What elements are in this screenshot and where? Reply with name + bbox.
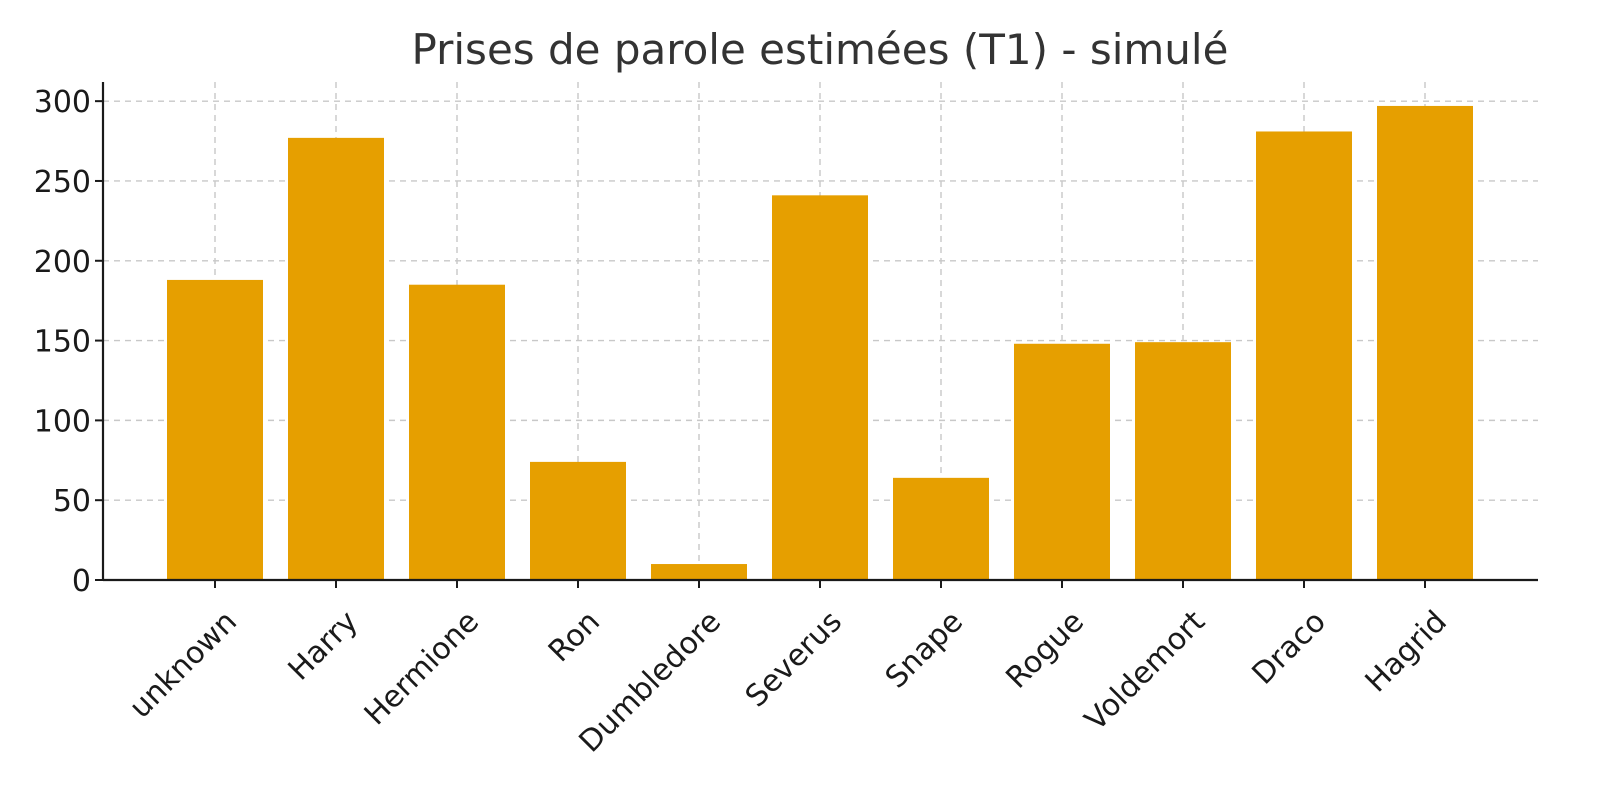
bar-draco: [1256, 131, 1352, 580]
y-tick-label: 250: [34, 165, 91, 200]
axes: [95, 82, 1538, 588]
chart-title: Prises de parole estimées (T1) - simulé: [412, 25, 1229, 74]
bar-hermione: [409, 284, 505, 580]
x-tick-label: Harry: [282, 604, 365, 687]
x-tick-label: Voldemort: [1078, 604, 1212, 738]
y-tick-label: 300: [34, 85, 91, 120]
x-tick-label: Snape: [879, 604, 970, 695]
bar-ron: [530, 461, 626, 580]
x-tick-label: Draco: [1245, 604, 1332, 691]
x-tick-label: unknown: [123, 604, 244, 725]
bar-severus: [772, 195, 868, 581]
x-tick-label: Hermione: [358, 604, 486, 732]
bar-voldemort: [1135, 342, 1231, 580]
y-tick-label: 200: [34, 245, 91, 280]
x-tick-label: Rogue: [999, 604, 1090, 695]
bar-harry: [288, 137, 384, 580]
bar-snape: [893, 477, 989, 580]
y-tick-labels: 0 50 100 150 200 250 300: [34, 85, 91, 599]
bar-hagrid: [1377, 105, 1473, 580]
y-tick-label: 100: [34, 404, 91, 439]
y-tick-label: 150: [34, 325, 91, 360]
bar-unknown: [167, 279, 263, 580]
x-tick-label: Hagrid: [1359, 604, 1454, 699]
bar-rogue: [1014, 343, 1110, 580]
bar-dumbledore: [651, 564, 747, 580]
y-tick-label: 0: [72, 564, 91, 599]
bars: [167, 105, 1473, 581]
x-tick-label: Ron: [542, 604, 607, 669]
x-tick-label: Severus: [739, 604, 849, 714]
y-tick-label: 50: [53, 484, 91, 519]
